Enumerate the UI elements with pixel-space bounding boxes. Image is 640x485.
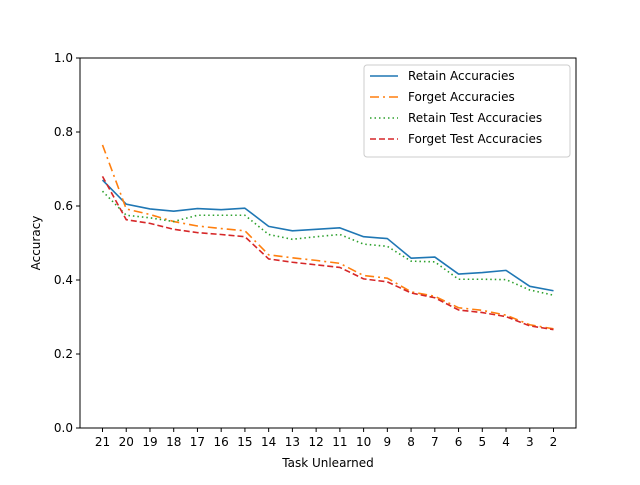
legend-label-2: Forget Accuracies [408, 90, 515, 104]
x-tick-label: 4 [502, 435, 510, 449]
x-tick-label: 9 [384, 435, 392, 449]
legend-box [363, 64, 571, 158]
x-tick-label: 10 [356, 435, 371, 449]
y-tick-label: 0.8 [54, 125, 73, 139]
x-tick-label: 21 [95, 435, 110, 449]
y-tick-label: 0.4 [54, 273, 73, 287]
x-tick-label: 11 [332, 435, 347, 449]
legend-label-4: Forget Test Accuracies [408, 132, 542, 146]
x-tick-label: 3 [526, 435, 534, 449]
x-tick-label: 6 [455, 435, 463, 449]
x-axis: 21 20 19 18 17 16 15 14 13 12 11 10 9 8 7 6 5 4 3 2 [95, 428, 557, 449]
series-line-4 [101, 176, 554, 331]
x-tick-label: 17 [190, 435, 205, 449]
plot-frame [79, 57, 577, 429]
x-tick-label: 5 [478, 435, 486, 449]
x-tick-label: 15 [237, 435, 252, 449]
x-tick-label: 12 [308, 435, 323, 449]
series-layer [101, 144, 554, 331]
x-tick-label: 8 [407, 435, 415, 449]
x-tick-label: 7 [431, 435, 439, 449]
x-tick-label: 14 [261, 435, 276, 449]
y-axis: 0.0 0.2 0.4 0.6 0.8 1.0 [54, 51, 80, 435]
x-tick-label: 13 [285, 435, 300, 449]
x-tick-label: 16 [214, 435, 229, 449]
x-axis-label: Task Unlearned [281, 456, 374, 470]
series-line-2 [101, 144, 554, 330]
x-tick-label: 20 [119, 435, 134, 449]
legend-label-1: Retain Accuracies [408, 69, 515, 83]
series-line-1 [101, 179, 554, 292]
legend: Retain Accuracies Forget Accuracies Retain… [363, 64, 571, 158]
y-tick-label: 0.0 [54, 421, 73, 435]
y-tick-label: 1.0 [54, 51, 73, 65]
x-tick-label: 2 [550, 435, 558, 449]
x-tick-label: 18 [166, 435, 181, 449]
y-tick-label: 0.2 [54, 347, 73, 361]
y-axis-label: Accuracy [29, 216, 43, 271]
x-tick-label: 19 [142, 435, 157, 449]
legend-label-3: Retain Test Accuracies [408, 111, 542, 125]
series-line-3 [101, 190, 554, 296]
y-tick-label: 0.6 [54, 199, 73, 213]
